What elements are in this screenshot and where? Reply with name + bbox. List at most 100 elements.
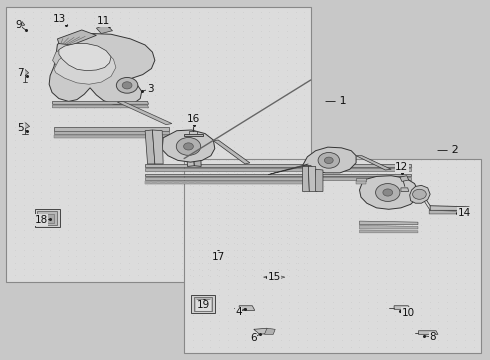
Point [64,86,72,92]
Point [55,221,63,227]
Point [250,338,258,343]
Point [417,318,425,324]
Point [90,253,98,259]
Point [143,202,150,207]
Point [242,344,249,350]
Text: — 2: — 2 [438,145,459,155]
Point [248,9,256,15]
Point [239,163,247,169]
Point [338,157,346,163]
Point [426,273,434,279]
Point [187,150,195,156]
Point [461,228,468,234]
Point [11,195,19,201]
Point [99,105,107,111]
Point [206,305,214,311]
Point [11,157,19,162]
Point [206,228,214,234]
Point [73,247,80,252]
Point [233,267,241,273]
Point [239,22,247,27]
Point [399,318,407,324]
Point [338,273,346,279]
Point [268,273,276,279]
Point [452,267,460,273]
Point [283,9,291,15]
Text: 7: 7 [18,68,24,78]
Point [347,286,355,292]
Point [320,267,328,273]
Point [204,28,212,34]
Point [204,176,212,182]
Point [134,99,142,105]
Point [116,80,124,85]
Point [143,183,150,188]
Point [329,215,337,221]
Point [391,312,398,318]
Point [285,215,293,221]
Point [151,170,159,175]
Point [292,112,299,117]
Point [250,286,258,292]
Point [259,170,267,176]
Point [294,344,302,350]
Text: 9: 9 [15,19,22,30]
Point [300,183,308,188]
Point [20,48,28,53]
Point [160,105,168,111]
Point [259,293,267,298]
Point [215,260,223,266]
Point [365,241,372,247]
Point [329,170,337,176]
Point [443,196,451,202]
Point [257,105,265,111]
Point [189,267,197,273]
Point [81,273,89,278]
Point [204,86,212,92]
Point [81,9,89,15]
Point [196,215,203,220]
Polygon shape [308,166,317,192]
Point [312,260,319,266]
Point [259,286,267,292]
Point [259,338,267,343]
Point [285,235,293,240]
Point [134,48,142,53]
Point [250,177,258,183]
Point [151,22,159,27]
Point [134,202,142,207]
Point [55,234,63,240]
Point [73,176,80,182]
Point [20,105,28,111]
Point [99,138,107,143]
Point [213,54,220,60]
Point [169,208,177,214]
Point [196,247,203,252]
Point [461,312,468,318]
Point [206,325,214,330]
Point [196,15,203,21]
Point [215,215,223,221]
Point [213,144,220,150]
Point [259,209,267,215]
Point [230,93,238,98]
Point [300,138,308,143]
Point [81,48,89,53]
Point [233,312,241,318]
Point [108,54,116,60]
Point [46,266,54,272]
Circle shape [375,184,400,202]
Point [257,67,265,72]
Point [37,48,45,53]
Point [312,157,319,163]
Point [268,280,276,285]
Point [443,293,451,298]
Point [283,60,291,66]
Point [356,293,364,298]
Point [28,54,36,60]
Point [20,234,28,240]
Point [81,215,89,220]
Polygon shape [49,33,155,105]
Point [64,54,72,60]
Point [469,280,477,285]
